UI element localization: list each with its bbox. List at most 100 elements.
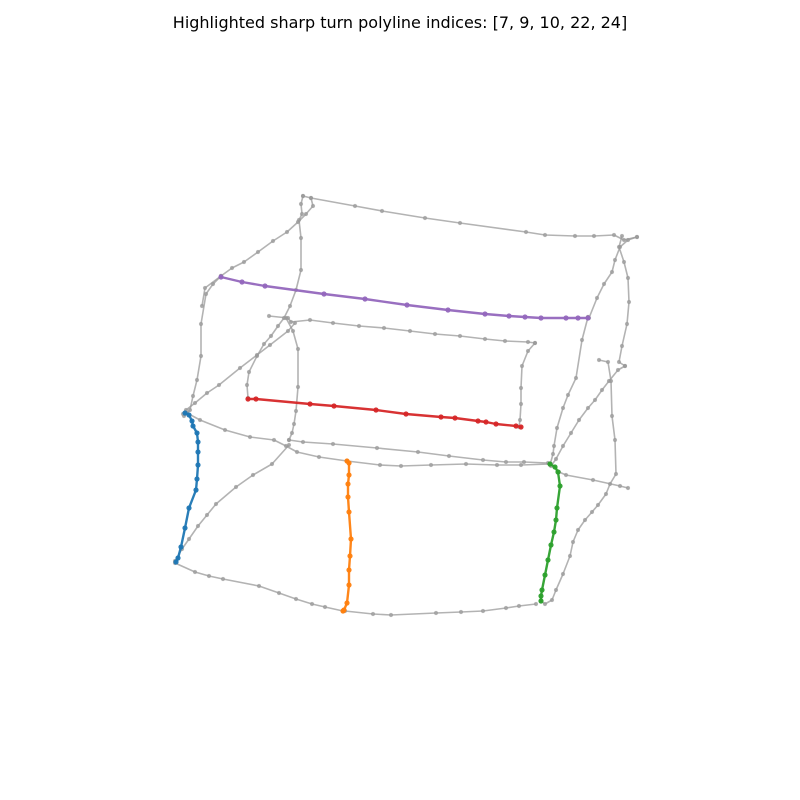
context-polyline-vertex	[298, 201, 304, 207]
highlighted-polyline-blue-vertex	[195, 462, 201, 468]
highlighted-polyline-green-vertex	[555, 469, 561, 475]
context-polyline-vertex	[256, 583, 262, 589]
context-polyline-vertex	[518, 462, 524, 468]
context-polyline-vertex	[269, 461, 275, 467]
context-polyline-vertex	[204, 390, 210, 396]
context-polyline-vertex	[292, 320, 298, 326]
context-polyline-vertex	[605, 359, 611, 365]
context-polyline-vertex	[480, 457, 486, 463]
highlighted-polyline-orange-vertex	[346, 509, 352, 515]
highlighted-polyline-purple-vertex	[538, 315, 544, 321]
context-polyline-vertex	[213, 501, 219, 507]
context-polyline-vertex	[422, 215, 428, 221]
context-polyline-vertex	[352, 203, 358, 209]
context-polyline-vertex	[356, 323, 362, 329]
context-polyline-vertex	[458, 609, 464, 615]
highlighted-polyline-green-vertex	[554, 505, 560, 511]
context-polyline-vertex	[457, 220, 463, 226]
highlighted-polyline-blue-vertex	[194, 430, 200, 436]
context-polyline	[547, 314, 591, 468]
context-polyline-vertex	[294, 449, 300, 455]
context-polyline-vertex	[516, 603, 522, 609]
context-polyline	[516, 340, 538, 430]
context-polyline-vertex	[298, 235, 304, 241]
context-polyline-vertex	[433, 610, 439, 616]
context-polyline-vertex	[521, 459, 527, 465]
highlighted-polyline-blue-vertex	[195, 439, 201, 445]
context-polyline-vertex	[609, 269, 615, 275]
context-polyline-line	[346, 460, 551, 467]
context-polyline-vertex	[289, 430, 295, 436]
context-polyline-vertex	[570, 539, 576, 545]
context-polyline-vertex	[554, 425, 560, 431]
context-polyline-vertex	[608, 378, 614, 384]
context-polyline	[266, 313, 538, 346]
context-polyline-vertex	[582, 517, 588, 523]
context-polyline-vertex	[388, 612, 394, 618]
highlighted-polyline-purple-vertex	[506, 313, 512, 319]
context-polyline-vertex	[575, 527, 581, 533]
context-polyline-vertex	[550, 451, 556, 457]
context-polyline	[556, 469, 631, 491]
context-polyline-vertex	[619, 233, 625, 239]
context-polyline-vertex	[572, 233, 578, 239]
context-polyline-vertex	[549, 597, 555, 603]
context-polyline-vertex	[612, 437, 618, 443]
context-polyline-vertex	[275, 323, 281, 329]
highlighted-polyline-purple-vertex	[585, 315, 591, 321]
highlighted-polyline-green-vertex	[557, 483, 563, 489]
context-polyline-vertex	[553, 587, 559, 593]
context-polyline-vertex	[551, 443, 557, 449]
context-polyline-vertex	[533, 601, 539, 607]
context-polyline	[172, 560, 346, 614]
context-polyline-vertex	[596, 357, 602, 363]
highlighted-polyline-red-vertex	[253, 396, 259, 402]
context-polyline-line	[183, 275, 222, 417]
highlighted-polyline-orange-vertex	[346, 582, 352, 588]
context-polyline-vertex	[415, 449, 421, 455]
context-polyline-line	[288, 439, 549, 464]
context-polyline-vertex	[290, 328, 296, 334]
highlighted-polyline-green-vertex	[545, 557, 551, 563]
highlighted-polyline-blue-vertex	[173, 559, 179, 565]
context-polyline-vertex	[198, 321, 204, 327]
highlighted-polyline-blue-vertex	[193, 487, 199, 493]
context-polyline-vertex	[594, 295, 600, 301]
context-polyline-vertex	[560, 571, 566, 577]
highlighted-polyline-red-vertex	[438, 414, 444, 420]
highlighted-polyline-green-vertex	[548, 542, 554, 548]
context-polyline	[286, 437, 551, 466]
highlighted-polyline-blue-vertex	[194, 476, 200, 482]
highlighted-polyline-green-vertex	[553, 517, 559, 523]
context-polyline-vertex	[250, 472, 256, 478]
context-polyline-vertex	[254, 352, 260, 358]
context-polyline-vertex	[283, 315, 289, 321]
context-polyline-vertex	[261, 341, 267, 347]
context-polyline-vertex	[601, 281, 607, 287]
context-polyline-vertex	[612, 257, 618, 263]
highlighted-polyline-red	[245, 396, 524, 430]
context-polyline-vertex	[229, 265, 235, 271]
context-polyline-vertex	[553, 456, 559, 462]
context-polyline-line	[174, 444, 290, 562]
context-polyline-vertex	[291, 421, 297, 427]
context-polylines	[172, 193, 640, 618]
context-polyline-vertex	[625, 275, 631, 281]
highlighted-polyline-green-vertex	[551, 529, 557, 535]
context-polyline	[585, 234, 640, 321]
context-polyline-vertex	[619, 343, 625, 349]
context-polyline-vertex	[204, 512, 210, 518]
highlighted-polyline-blue-line	[174, 411, 200, 564]
highlighted-polyline-orange-vertex	[345, 481, 351, 487]
highlighted-polyline-purple-vertex	[482, 311, 488, 317]
context-polyline-line	[182, 322, 296, 415]
context-polyline-vertex	[523, 229, 529, 235]
context-polyline-vertex	[611, 232, 617, 238]
context-polyline-vertex	[379, 208, 385, 214]
highlighted-polyline-blue-vertex	[189, 418, 195, 424]
context-polyline-vertex	[307, 317, 313, 323]
context-polyline-vertex	[446, 453, 452, 459]
context-polyline-vertex	[197, 417, 203, 423]
context-polyline-vertex	[244, 382, 250, 388]
